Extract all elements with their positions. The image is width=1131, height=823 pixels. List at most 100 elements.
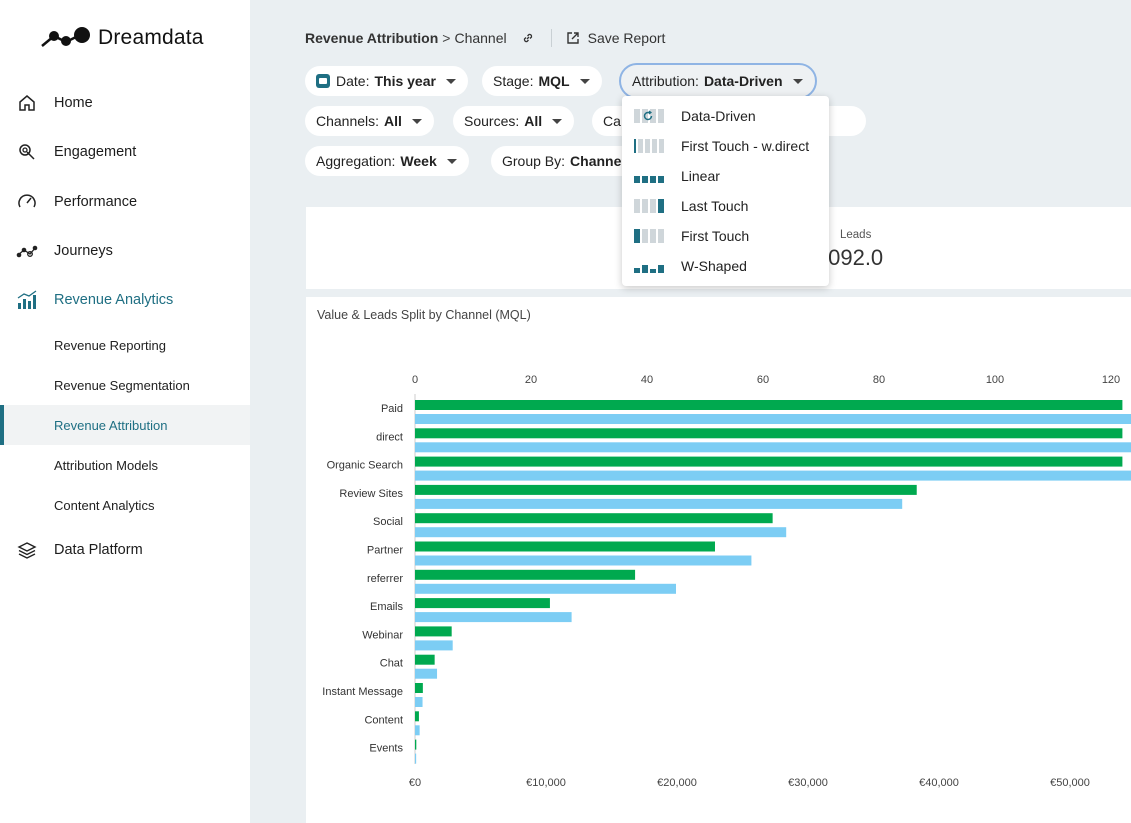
sidebar-subitem-label: Revenue Reporting [54,337,167,353]
category-label: Review Sites [339,488,403,500]
revenue-analytics-icon [16,289,38,311]
sidebar-item-data-platform[interactable]: Data Platform [0,532,250,568]
channels-filter[interactable]: Channels: All [305,106,434,136]
sidebar-item-label: Journeys [54,243,113,259]
top-axis-tick-label: 80 [873,374,885,386]
top-axis-tick-label: 40 [641,374,653,386]
logo[interactable]: Dreamdata [40,26,204,50]
leads-bar [415,753,417,764]
filter-label: Group By: [502,153,566,169]
filter-label: Attribution: [632,73,699,89]
leads-value: ,092.0 [822,245,884,270]
leads-bar [415,612,572,623]
attribution-filter[interactable]: Attribution: Data-Driven [619,63,817,99]
leads-bar [415,555,752,566]
value-bar [415,541,715,552]
filter-label: Aggregation: [316,153,396,169]
top-axis-tick-label: 20 [525,374,537,386]
sidebar-subitem-revenue-segmentation[interactable]: Revenue Segmentation [0,365,250,405]
w-shaped-icon [634,259,664,273]
aggregation-filter[interactable]: Aggregation: Week [305,146,469,176]
value-bar [415,683,423,693]
sidebar-item-performance[interactable]: Performance [0,184,250,220]
leads-bar [415,414,1131,424]
bottom-axis-tick-label: €30,000 [788,777,828,789]
option-label: First Touch [681,228,750,244]
filter-value: MQL [538,73,570,89]
attribution-dropdown: Data-Driven First Touch - w.direct Linea… [622,96,829,286]
sidebar-item-label: Home [54,95,93,111]
option-label: Data-Driven [681,108,756,124]
first-touch-icon [634,229,664,243]
category-label: Instant Message [322,686,403,698]
category-label: referrer [367,573,403,585]
sidebar-item-home[interactable]: Home [0,85,250,121]
value-bar [415,484,917,495]
attribution-option-first-touch-direct[interactable]: First Touch - w.direct [622,131,829,161]
bar-chart: 0 20 40 60 80 100 120 €0 €10,000 €20,000 €30,000 €4… [322,374,1131,789]
value-bar [415,626,452,637]
bottom-axis-tick-label: €20,000 [657,777,697,789]
value-bar [415,569,636,580]
external-link-icon [566,32,579,44]
home-icon [16,92,38,114]
option-label: Last Touch [681,198,749,214]
category-label: Webinar [362,629,403,641]
sidebar-subitem-revenue-reporting[interactable]: Revenue Reporting [0,325,250,365]
attribution-option-linear[interactable]: Linear [622,161,829,191]
value-bar [415,711,419,722]
stage-filter[interactable]: Stage: MQL [482,66,602,96]
leads-bar [415,442,1131,453]
chevron-down-icon [552,118,563,124]
breadcrumb: Revenue Attribution > Channel Save Repor… [305,29,665,47]
filter-label: Stage: [493,73,534,89]
linear-icon [634,169,664,183]
value-bar [415,598,550,609]
leads-bar [415,640,453,651]
bottom-axis-tick-label: €40,000 [919,777,959,789]
option-label: First Touch - w.direct [681,138,810,154]
sidebar-subitem-content-analytics[interactable]: Content Analytics [0,485,250,525]
chevron-down-icon [579,78,590,84]
sidebar-subitem-attribution-models[interactable]: Attribution Models [0,445,250,485]
category-label: Paid [381,403,403,415]
attribution-option-last-touch[interactable]: Last Touch [622,191,829,221]
leads-bar [415,725,420,736]
leads-bar [415,498,903,509]
sidebar-subitem-label: Content Analytics [54,497,155,513]
sidebar-item-engagement[interactable]: Engagement [0,134,250,170]
sidebar-item-label: Engagement [54,144,137,160]
option-label: W-Shaped [681,258,747,274]
leads-bar [415,697,423,707]
top-axis-tick-label: 100 [986,374,1004,386]
bottom-axis-tick-label: €0 [409,777,421,789]
attribution-option-first-touch[interactable]: First Touch [622,221,829,251]
category-label: Chat [380,658,403,670]
calendar-icon [316,74,330,88]
filter-label: Sources: [464,113,520,129]
attribution-option-w-shaped[interactable]: W-Shaped [622,251,829,281]
sidebar-item-revenue-analytics[interactable]: Revenue Analytics [0,282,250,318]
filter-label: Date: [336,73,370,89]
sidebar-subitem-revenue-attribution[interactable]: Revenue Attribution [0,405,250,445]
dreamdata-logo-icon [41,27,90,47]
save-report-button[interactable]: Save Report [566,30,665,46]
sources-filter[interactable]: Sources: All [453,106,575,136]
filter-value: Channe [570,153,622,169]
value-bar [415,456,1123,467]
breadcrumb-main[interactable]: Revenue Attribution [305,30,439,46]
date-filter[interactable]: Date: This year [305,66,468,96]
attribution-option-data-driven[interactable]: Data-Driven [622,101,829,131]
chevron-down-icon [411,118,422,124]
sidebar-subitem-label: Revenue Segmentation [54,377,190,393]
journeys-icon [16,240,38,262]
bottom-axis-tick-label: €10,000 [526,777,566,789]
breadcrumb-current: Channel [454,30,507,46]
sidebar-item-journeys[interactable]: Journeys [0,233,250,269]
app-name: Dreamdata [98,26,204,49]
sidebar-item-label: Data Platform [54,542,143,558]
value-bar [415,739,417,750]
filter-label: Channels: [316,113,380,129]
link-icon[interactable] [521,31,535,45]
category-label: Partner [367,545,403,557]
